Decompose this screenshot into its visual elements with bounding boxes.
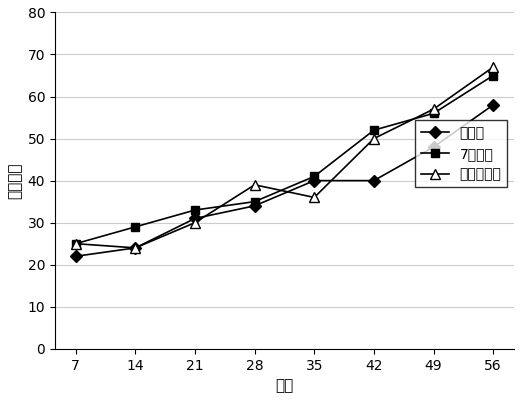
不翻堆 [192, 216, 198, 221]
不翻堆 [252, 204, 258, 208]
X-axis label: 天数: 天数 [275, 378, 293, 393]
7天翻堆 [311, 174, 317, 179]
Line: 脱落酸处理: 脱落酸处理 [71, 62, 498, 253]
脱落酸处理 [132, 246, 139, 250]
脱落酸处理 [430, 107, 437, 112]
7天翻堆 [132, 224, 139, 229]
脱落酸处理 [311, 195, 317, 200]
7天翻堆 [490, 73, 497, 78]
Line: 7天翻堆: 7天翻堆 [71, 71, 498, 248]
不翻堆 [430, 144, 437, 149]
不翻堆 [311, 178, 317, 183]
脱落酸处理 [72, 241, 79, 246]
不翻堆 [490, 102, 497, 107]
脱落酸处理 [490, 65, 497, 70]
不翻堆 [371, 178, 377, 183]
7天翻堆 [192, 208, 198, 212]
脱落酸处理 [371, 136, 377, 141]
7天翻堆 [371, 128, 377, 132]
7天翻堆 [430, 111, 437, 116]
Y-axis label: 发芽指数: 发芽指数 [7, 162, 22, 199]
不翻堆 [72, 254, 79, 259]
7天翻堆 [72, 241, 79, 246]
Legend: 不翻堆, 7天翻堆, 脱落酸处理: 不翻堆, 7天翻堆, 脱落酸处理 [415, 120, 507, 187]
不翻堆 [132, 246, 139, 250]
7天翻堆 [252, 199, 258, 204]
Line: 不翻堆: 不翻堆 [71, 101, 498, 260]
脱落酸处理 [192, 220, 198, 225]
脱落酸处理 [252, 182, 258, 187]
